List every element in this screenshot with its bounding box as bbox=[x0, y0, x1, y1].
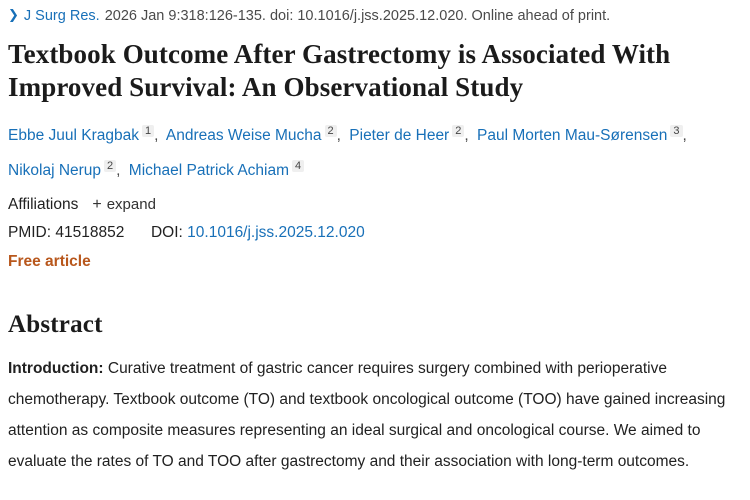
chevron-right-icon[interactable]: ❯ bbox=[8, 7, 19, 22]
doi-link[interactable]: 10.1016/j.jss.2025.12.020 bbox=[187, 224, 365, 241]
citation-details: 2026 Jan 9:318:126-135. doi: 10.1016/j.j… bbox=[104, 8, 611, 24]
author-item: Ebbe Juul Kragbak 1, bbox=[8, 125, 162, 144]
abstract-heading: Abstract bbox=[8, 311, 103, 338]
author-link[interactable]: Nikolaj Nerup bbox=[8, 162, 102, 179]
authors-list: Ebbe Juul Kragbak 1, Andreas Weise Mucha 2… bbox=[8, 116, 740, 186]
expand-label: expand bbox=[106, 196, 156, 213]
author-separator: , bbox=[116, 162, 121, 179]
journal-link[interactable]: J Surg Res. bbox=[23, 8, 100, 24]
author-separator: , bbox=[464, 127, 469, 144]
affiliation-superscript[interactable]: 4 bbox=[292, 160, 305, 172]
abstract-section-text: Curative treatment of gastric cancer req… bbox=[8, 360, 726, 470]
pmid-value: 41518852 bbox=[55, 224, 125, 241]
author-separator: , bbox=[154, 127, 159, 144]
article-title: Textbook Outcome After Gastrectomy is As… bbox=[8, 39, 671, 102]
author-item: Pieter de Heer 2, bbox=[349, 125, 472, 144]
affiliations-row: Affiliations + expand bbox=[8, 196, 740, 214]
author-separator: , bbox=[682, 127, 687, 144]
author-link[interactable]: Michael Patrick Achiam bbox=[128, 162, 290, 179]
affiliation-superscript[interactable]: 2 bbox=[324, 125, 337, 137]
identifiers-row: PMID: 41518852 DOI: 10.1016/j.jss.2025.1… bbox=[8, 224, 740, 242]
affiliations-label: Affiliations bbox=[8, 196, 79, 213]
affiliation-superscript[interactable]: 1 bbox=[141, 125, 155, 137]
author-item: Paul Morten Mau-Sørensen 3, bbox=[476, 125, 691, 144]
free-article-badge: Free article bbox=[8, 253, 91, 270]
affiliation-superscript[interactable]: 2 bbox=[104, 160, 117, 172]
affiliation-superscript[interactable]: 3 bbox=[670, 125, 683, 137]
author-item: Nikolaj Nerup 2, bbox=[8, 160, 124, 179]
abstract-section-label: Introduction: bbox=[8, 360, 104, 377]
author-link[interactable]: Andreas Weise Mucha bbox=[165, 127, 322, 144]
author-link[interactable]: Pieter de Heer bbox=[349, 127, 450, 144]
doi-label: DOI: bbox=[150, 224, 183, 241]
author-item: Michael Patrick Achiam 4 bbox=[128, 160, 305, 179]
author-link[interactable]: Ebbe Juul Kragbak bbox=[8, 127, 139, 144]
author-separator: , bbox=[336, 127, 341, 144]
plus-icon: + bbox=[92, 196, 102, 213]
author-item: Andreas Weise Mucha 2, bbox=[165, 125, 345, 144]
abstract-paragraph: Introduction: Curative treatment of gast… bbox=[8, 353, 740, 477]
affiliation-superscript[interactable]: 2 bbox=[452, 125, 465, 137]
pmid-label: PMID: bbox=[8, 224, 52, 241]
affiliations-expand-button[interactable]: + expand bbox=[92, 196, 156, 214]
citation-line: ❯ J Surg Res. 2026 Jan 9:318:126-135. do… bbox=[8, 7, 740, 24]
author-link[interactable]: Paul Morten Mau-Sørensen bbox=[476, 127, 668, 144]
